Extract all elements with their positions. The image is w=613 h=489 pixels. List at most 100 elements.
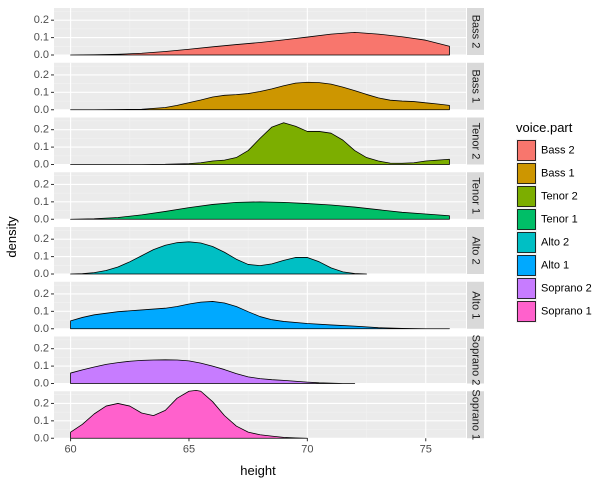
facet-panel-tenor-2 <box>54 117 466 166</box>
legend-item-soprano-2: Soprano 2 <box>516 277 592 300</box>
y-tick-label: 0.2 <box>34 343 49 355</box>
x-tick-label: 70 <box>301 443 313 455</box>
y-axes: 0.0 0.1 0.2 0.0 0.1 0.2 0.0 0.1 0.2 0.0 0.1 0.2 0.0 0… <box>34 14 54 444</box>
legend-label: Bass 1 <box>541 168 575 180</box>
strip-label: Soprano 1 <box>470 389 482 440</box>
strip-background <box>467 281 484 329</box>
y-axis-soprano-2: 0.0 0.1 0.2 <box>34 343 54 390</box>
legend-label: Bass 2 <box>541 145 575 157</box>
strip-background <box>467 336 484 384</box>
density-area-soprano-1 <box>70 389 308 439</box>
legend-item-soprano-1: Soprano 1 <box>516 300 592 323</box>
y-axis-tenor-2: 0.0 0.1 0.2 <box>34 124 54 171</box>
legend-item-tenor-2: Tenor 2 <box>516 185 578 208</box>
strip-background <box>467 8 484 55</box>
y-tick-label: 0.2 <box>34 124 49 136</box>
legend-item-bass-1: Bass 1 <box>516 162 575 185</box>
legend-swatch <box>517 209 536 230</box>
density-area-tenor-1 <box>70 201 450 220</box>
y-tick-label: 0.0 <box>34 432 49 444</box>
strip-soprano-2: Soprano 2 <box>467 335 484 386</box>
legend-swatch <box>517 232 536 253</box>
facet-panel-tenor-1 <box>54 172 466 220</box>
legend-swatch <box>517 163 536 184</box>
strip-label: Soprano 2 <box>470 335 482 386</box>
y-tick-label: 0.0 <box>34 159 49 171</box>
y-tick-label: 0.2 <box>34 178 49 190</box>
x-tick-label: 60 <box>64 443 76 455</box>
facet-panel-soprano-2 <box>54 336 466 385</box>
y-tick-label: 0.0 <box>34 49 49 61</box>
facet-panel-soprano-1 <box>54 389 466 439</box>
legend-item-bass-2: Bass 2 <box>516 139 575 162</box>
y-axis-alto-2: 0.0 0.1 0.2 <box>34 233 54 280</box>
y-tick-label: 0.1 <box>34 32 49 44</box>
strip-bass-2: Bass 2 <box>467 8 484 55</box>
strip-label: Bass 2 <box>470 15 482 49</box>
strip-soprano-1: Soprano 1 <box>467 389 484 440</box>
strip-alto-2: Alto 2 <box>467 227 484 274</box>
x-axis-label: height <box>240 463 276 478</box>
facet-panel-bass-2 <box>54 8 466 56</box>
y-tick-label: 0.2 <box>34 69 49 81</box>
facet-panel-bass-1 <box>54 62 466 111</box>
y-tick-label: 0.0 <box>34 268 49 280</box>
legend: voice.part Bass 2 Bass 1 Tenor 2 Tenor 1 Alt… <box>516 120 592 323</box>
x-tick-label: 65 <box>183 443 195 455</box>
y-tick-label: 0.0 <box>34 104 49 116</box>
y-tick-label: 0.2 <box>34 14 49 26</box>
y-axis-alto-1: 0.0 0.1 0.2 <box>34 288 54 335</box>
legend-swatch <box>517 278 536 299</box>
legend-title: voice.part <box>516 120 573 135</box>
legend-label: Soprano 2 <box>541 283 592 295</box>
y-tick-label: 0.0 <box>34 378 49 390</box>
y-tick-label: 0.0 <box>34 323 49 335</box>
y-axis-soprano-1: 0.0 0.1 0.2 <box>34 397 54 444</box>
y-tick-label: 0.2 <box>34 288 49 300</box>
legend-label: Alto 1 <box>541 260 569 272</box>
y-tick-label: 0.1 <box>34 141 49 153</box>
strip-bass-1: Bass 1 <box>467 62 484 110</box>
strip-label: Alto 2 <box>470 236 482 264</box>
strip-label: Tenor 2 <box>470 123 482 160</box>
strip-background <box>467 62 484 110</box>
x-tick-label: 75 <box>420 443 432 455</box>
legend-item-tenor-1: Tenor 1 <box>516 208 578 231</box>
y-tick-label: 0.1 <box>34 251 49 263</box>
legend-label: Tenor 1 <box>541 214 578 226</box>
facet-panel-alto-2 <box>54 227 466 275</box>
strip-label: Bass 1 <box>470 69 482 103</box>
y-tick-label: 0.1 <box>34 360 49 372</box>
legend-swatch <box>517 255 536 276</box>
y-tick-label: 0.1 <box>34 415 49 427</box>
density-area-bass-2 <box>70 31 450 56</box>
y-tick-label: 0.1 <box>34 305 49 317</box>
density-area-alto-1 <box>70 301 450 330</box>
facet-strips: Bass 2 Bass 1 Tenor 2 Tenor 1 Alto 2 Alto 1 So… <box>467 8 484 440</box>
y-tick-label: 0.2 <box>34 233 49 245</box>
strip-alto-1: Alto 1 <box>467 281 484 329</box>
strip-background <box>467 117 484 165</box>
legend-label: Alto 2 <box>541 237 569 249</box>
x-axis: 60 65 70 75 <box>64 438 432 455</box>
legend-item-alto-2: Alto 2 <box>516 231 569 254</box>
legend-label: Tenor 2 <box>541 191 578 203</box>
legend-swatch <box>517 186 536 207</box>
legend-label: Soprano 1 <box>541 306 592 318</box>
strip-tenor-1: Tenor 1 <box>467 172 484 220</box>
y-axis-bass-1: 0.0 0.1 0.2 <box>34 69 54 116</box>
strip-label: Alto 1 <box>470 291 482 319</box>
density-area-alto-2 <box>70 241 367 275</box>
density-area-bass-1 <box>70 81 450 111</box>
legend-swatch <box>517 301 536 322</box>
strip-label: Tenor 1 <box>470 177 482 214</box>
strip-tenor-2: Tenor 2 <box>467 117 484 165</box>
strip-background <box>467 391 484 439</box>
y-axis-tenor-1: 0.0 0.1 0.2 <box>34 178 54 225</box>
legend-item-alto-1: Alto 1 <box>516 254 569 277</box>
density-area-tenor-2 <box>70 122 450 165</box>
y-tick-label: 0.0 <box>34 213 49 225</box>
facet-panels <box>54 8 466 439</box>
